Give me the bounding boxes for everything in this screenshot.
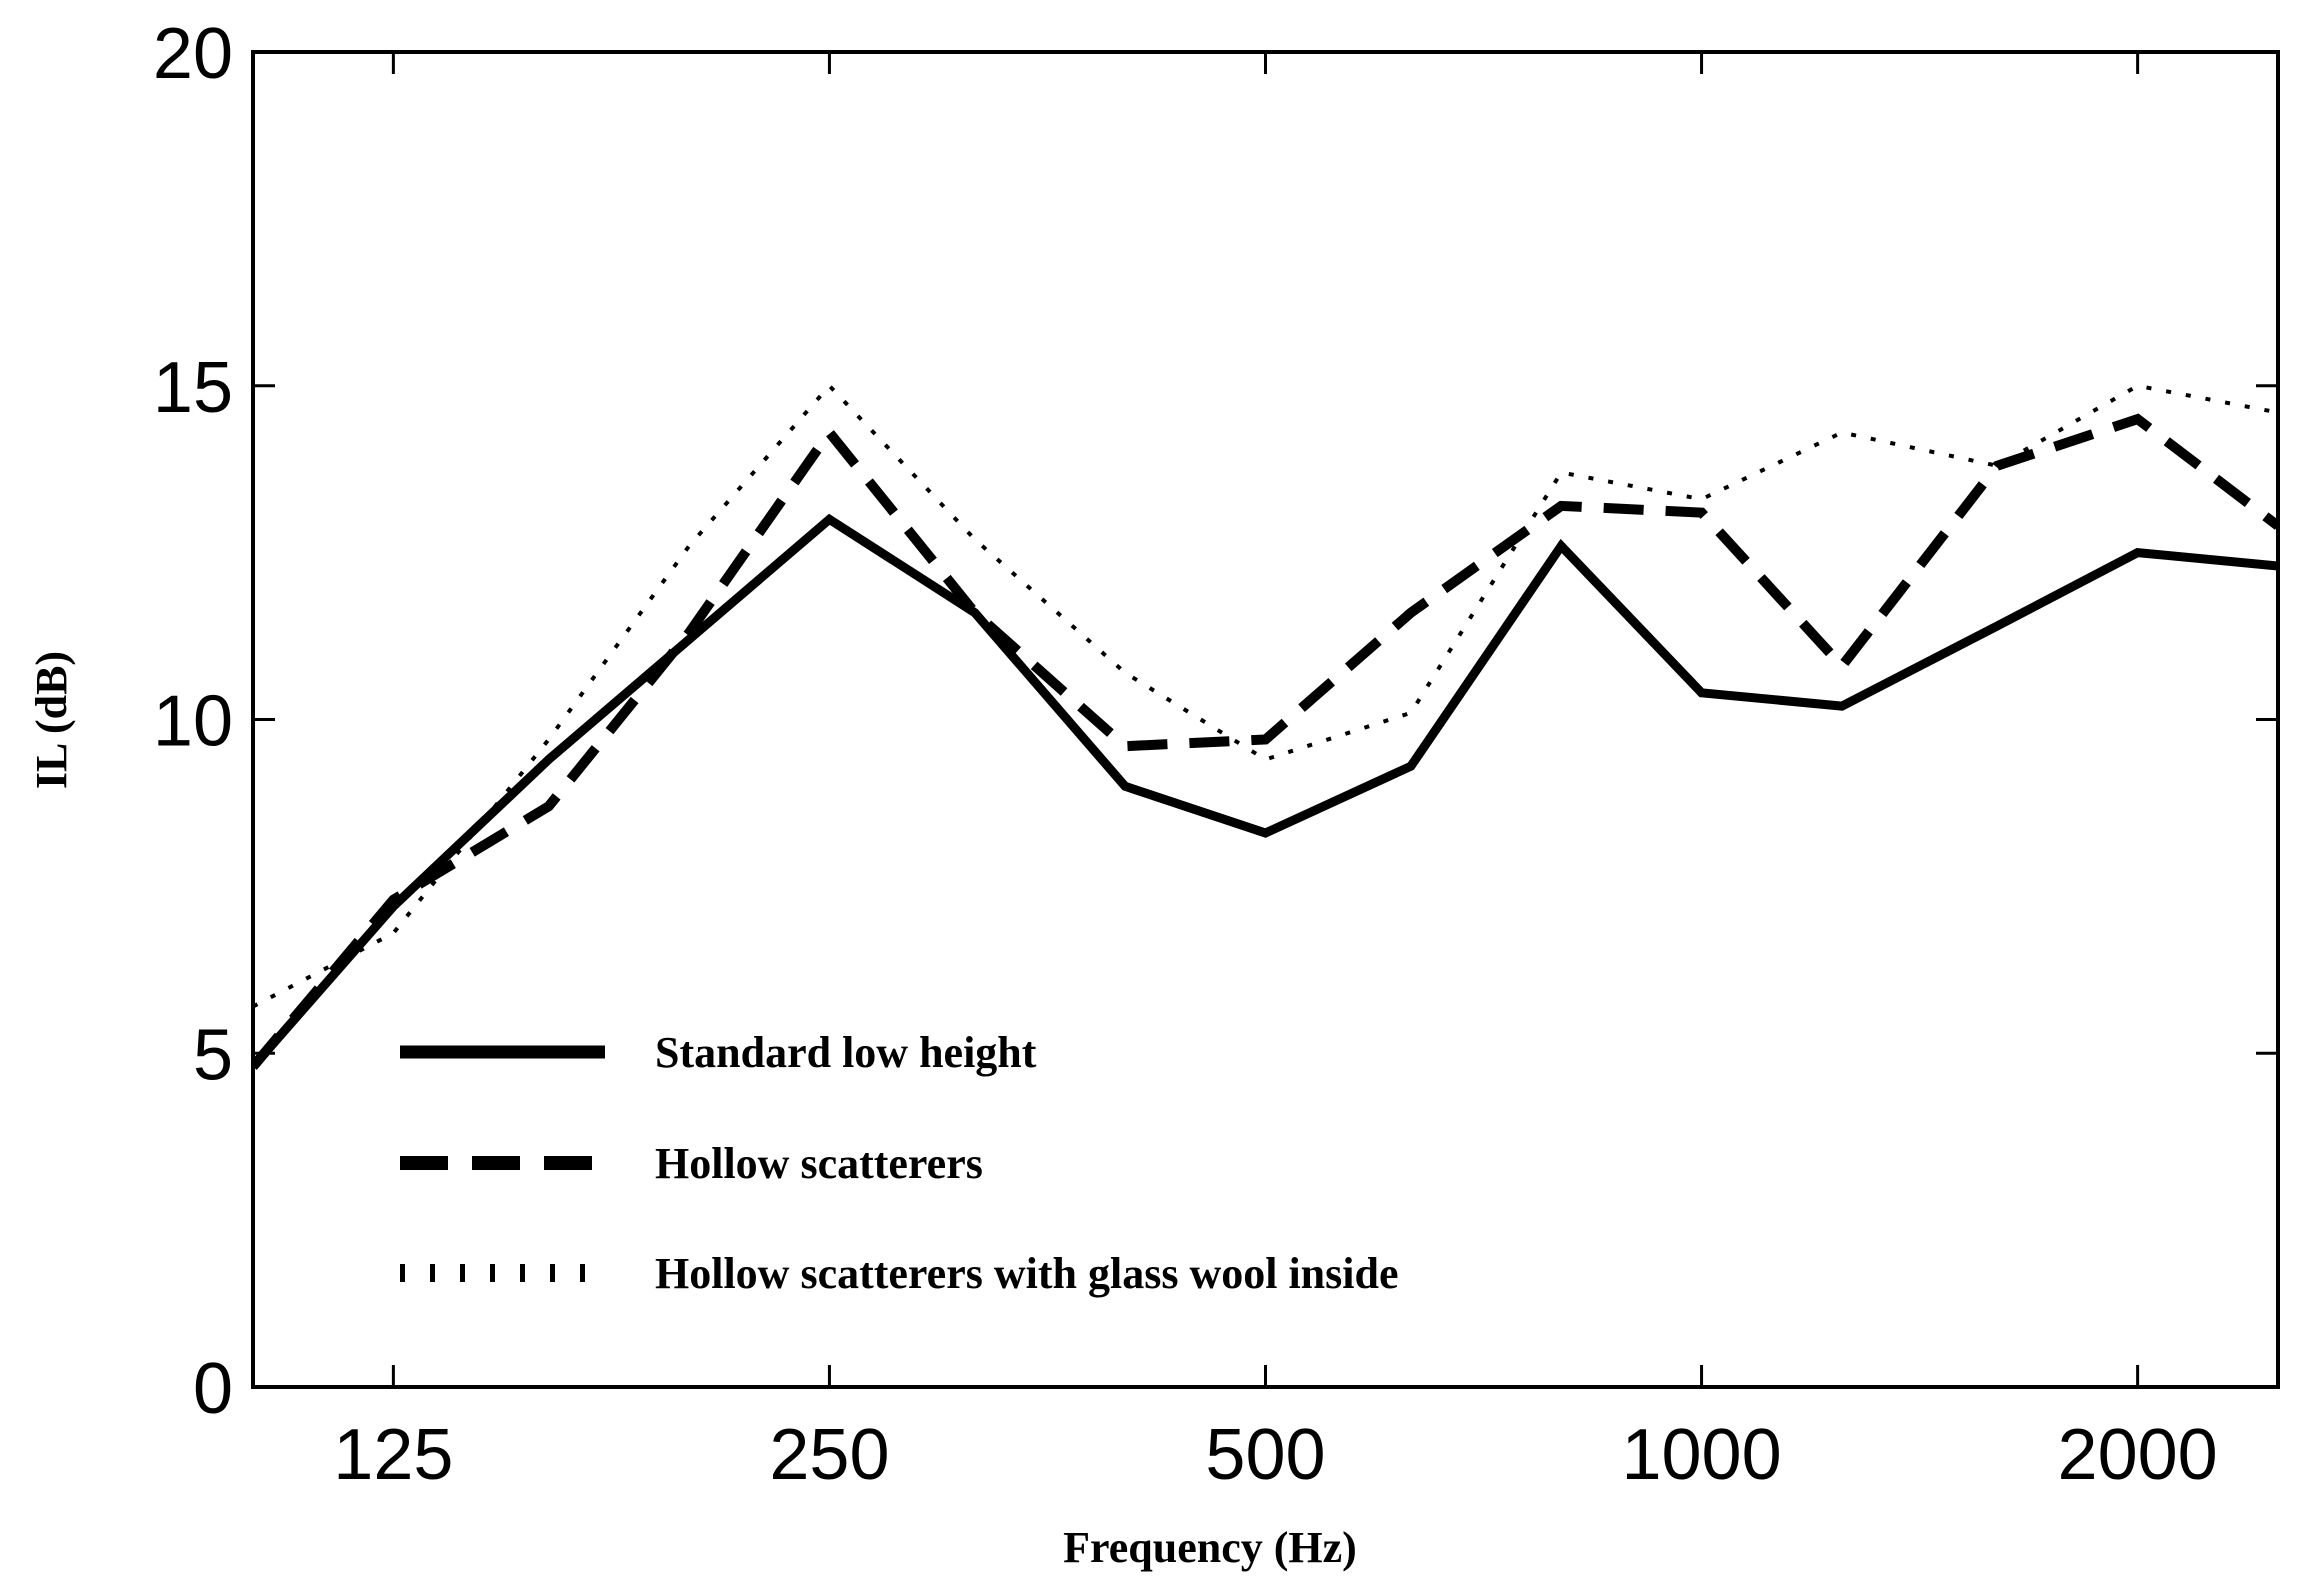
x-axis-title: Frequency (Hz): [1063, 1523, 1357, 1572]
x-tick-label: 250: [769, 1415, 889, 1495]
legend-label-3: Hollow scatterers with glass wool inside: [655, 1249, 1399, 1298]
y-tick-label: 20: [153, 14, 233, 94]
plot-area: [251, 50, 2280, 1389]
legend-label-1: Standard low height: [655, 1028, 1037, 1077]
y-tick-label: 15: [153, 348, 233, 428]
series-layer: [253, 382, 2278, 1070]
y-tick-label: 10: [153, 682, 233, 762]
legend-label-2: Hollow scatterers: [655, 1139, 983, 1188]
series-line-2: [253, 413, 2278, 1070]
y-ticks: 0 5 10 15 20: [153, 14, 2278, 1429]
x-tick-label: 1000: [1621, 1415, 1781, 1495]
y-tick-label: 0: [193, 1349, 233, 1429]
series-line-1: [253, 513, 2278, 1070]
x-ticks: 125 250 500 1000 2000: [333, 52, 2218, 1495]
x-tick-label: 500: [1205, 1415, 1325, 1495]
x-tick-label: 2000: [2058, 1415, 2218, 1495]
legend: Standard low height Hollow scatterers Holl…: [400, 1028, 1399, 1298]
y-axis-title: IL (dB): [27, 651, 76, 789]
x-tick-label: 125: [333, 1415, 453, 1495]
y-tick-label: 5: [193, 1015, 233, 1095]
